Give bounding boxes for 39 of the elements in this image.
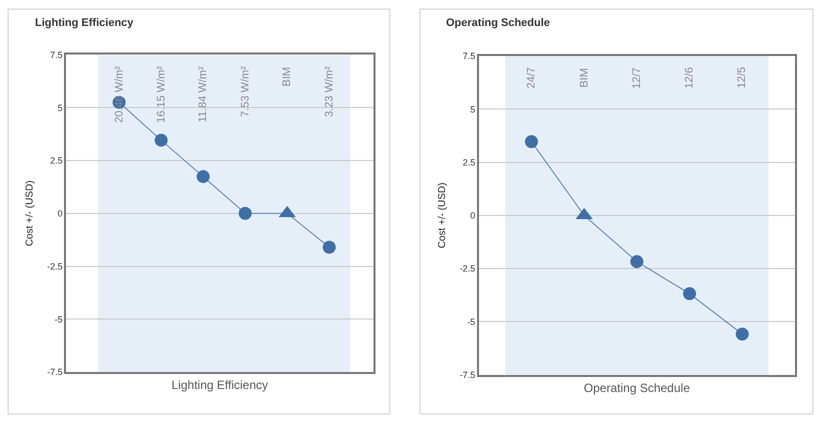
y-axis-title: Cost +/- (USD) — [24, 180, 36, 246]
y-tick-label: -5 — [54, 314, 63, 324]
x-tick-label: 12/7 — [630, 67, 643, 89]
y-tick-label: 5 — [58, 102, 63, 113]
point — [524, 135, 538, 148]
x-tick-label: BIM — [280, 66, 293, 86]
x-axis-title: Lighting Efficiency — [35, 17, 134, 29]
x-tick-label: 11.84 W/m² — [196, 66, 209, 122]
x-tick-label: 7.53 W/m² — [239, 66, 252, 117]
x-tick-label: 3.23 W/m² — [323, 66, 336, 117]
point — [238, 206, 252, 220]
text: Lighting Efficiency — [172, 378, 268, 392]
y-tick-label: -7.5 — [460, 370, 476, 380]
y-tick-label: -7.5 — [47, 367, 63, 378]
text: Operating Schedule — [584, 381, 690, 396]
point — [322, 240, 336, 254]
x-tick-label: BIM — [578, 68, 591, 88]
y-tick-label: 0 — [58, 208, 63, 219]
y-axis-title: Cost +/- (USD) — [437, 182, 448, 248]
x-tick-label: 12/5 — [736, 66, 748, 88]
y-tick-label: -2.5 — [47, 261, 63, 272]
point — [683, 287, 696, 300]
y-tick-label: 2.5 — [50, 156, 63, 166]
y-tick-label: 0 — [470, 210, 476, 221]
point — [630, 255, 644, 268]
x-tick-label: 24/7 — [525, 67, 538, 88]
y-tick-label: -5 — [467, 316, 476, 327]
point — [736, 328, 749, 341]
x-tick-label: 20.46 W/m² — [113, 66, 126, 123]
y-tick-label: 7.5 — [50, 50, 63, 60]
y-tick-label: 2.5 — [462, 157, 476, 168]
y-tick-label: 7.5 — [462, 51, 476, 62]
x-tick-label: 12/6 — [684, 67, 696, 89]
y-tick-label: 5 — [470, 104, 476, 114]
x-tick-label: 16.15 W/m² — [155, 66, 168, 123]
y-tick-label: -2.5 — [460, 264, 476, 274]
x-axis-title: Operating Schedule — [446, 17, 550, 29]
point — [196, 170, 210, 184]
point — [154, 134, 168, 147]
